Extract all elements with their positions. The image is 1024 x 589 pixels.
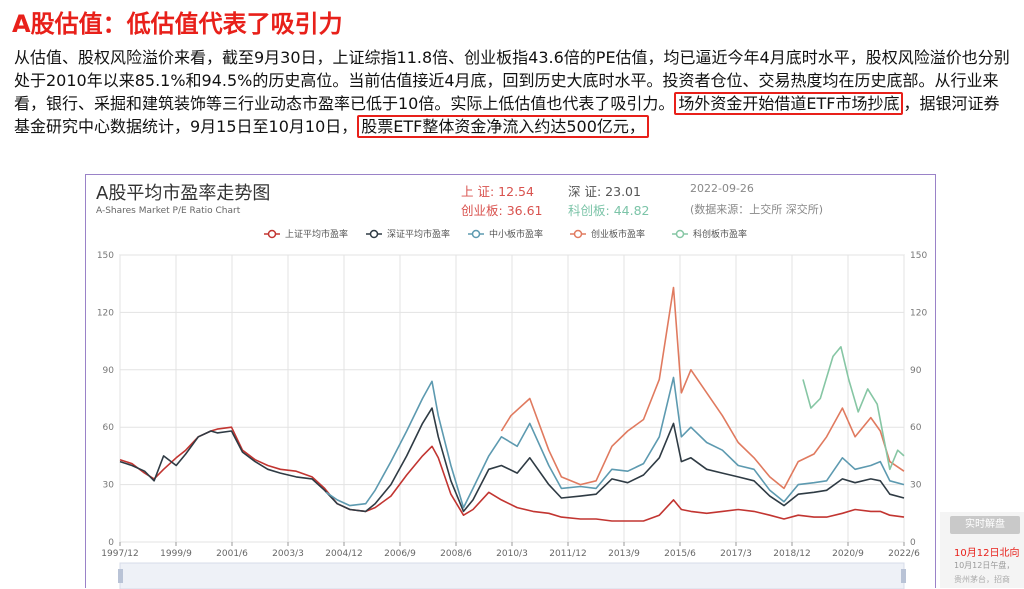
y-tick-label-right: 0 [910, 538, 916, 548]
y-tick-label-right: 150 [910, 251, 927, 261]
x-tick-label: 2004/12 [325, 549, 362, 559]
series-line [119, 407, 905, 513]
y-tick-label-left: 0 [108, 538, 114, 548]
y-tick-label-right: 90 [910, 366, 922, 376]
data-date: 2022-09-26 [690, 182, 754, 195]
pe-chart-panel: A股平均市盈率走势图 A-Shares Market P/E Ratio Cha… [85, 174, 936, 589]
y-tick-label-left: 150 [97, 251, 114, 261]
side-news-snippet: 10月12日午盘， [954, 561, 1015, 570]
x-tick-label: 2011/12 [549, 549, 586, 559]
y-tick-label-left: 120 [97, 308, 114, 318]
slide-title: A股估值：低估值代表了吸引力 [12, 10, 343, 38]
x-tick-label: 2020/9 [832, 549, 864, 559]
range-slider-track [119, 562, 905, 589]
legend-label: 深证平均市盈率 [387, 228, 450, 240]
cyb-pe-value: 36.61 [506, 203, 543, 218]
y-tick-label-left: 30 [103, 481, 115, 491]
pe-line-chart: 0 0 30 30 60 60 90 90 120 120 150 150 1997/12 1999/9 2… [97, 228, 927, 589]
kcb-pe-label: 科创板: [568, 203, 614, 218]
x-tick-label: 2018/12 [773, 549, 810, 559]
legend-marker [675, 229, 685, 239]
sz-pe-label: 深 证: [568, 184, 606, 199]
x-tick-label: 2003/3 [272, 549, 304, 559]
data-source: (数据来源：上交所 深交所) [690, 203, 824, 216]
side-news-panel: 实时解盘 10月12日北向 10月12日午盘， 贵州茅台，招商 [940, 512, 1024, 588]
range-slider-right-handle [901, 569, 906, 583]
highlight-etf-bottom-fishing: 场外资金开始借道ETF市场抄底 [674, 92, 904, 115]
y-tick-label-left: 90 [103, 366, 115, 376]
series-line [802, 346, 905, 471]
legend-label: 创业板市盈率 [591, 228, 645, 240]
sh-pe-label: 上 证: [461, 184, 499, 199]
y-tick-label-left: 60 [103, 423, 115, 433]
x-tick-label: 1997/12 [101, 549, 138, 559]
y-tick-label-right: 120 [910, 308, 927, 318]
live-commentary-button[interactable]: 实时解盘 [950, 516, 1020, 534]
cyb-pe-stat: 创业板: 36.61 [461, 200, 542, 219]
kcb-pe-value: 44.82 [613, 203, 650, 218]
legend-label: 中小板市盈率 [489, 228, 543, 240]
y-tick-label-right: 60 [910, 423, 922, 433]
x-tick-label: 2013/9 [608, 549, 640, 559]
sz-pe-value: 23.01 [605, 184, 641, 199]
chart-title: A股平均市盈率走势图 [96, 183, 271, 204]
y-tick-label-right: 30 [910, 481, 922, 491]
legend-marker [471, 229, 481, 239]
series-line [500, 286, 905, 490]
x-tick-label: 1999/9 [160, 549, 192, 559]
x-tick-label: 2008/6 [440, 549, 472, 559]
x-tick-label: 2001/6 [216, 549, 248, 559]
sz-pe-stat: 深 证: 23.01 [568, 181, 641, 200]
side-news-headline[interactable]: 10月12日北向 [954, 548, 1020, 559]
body-paragraph: 从估值、股权风险溢价来看，截至9月30日，上证综指11.8倍、创业板指43.6倍… [14, 46, 1014, 138]
x-tick-label: 2006/9 [384, 549, 416, 559]
kcb-pe-stat: 科创板: 44.82 [568, 200, 649, 219]
legend-label: 上证平均市盈率 [285, 228, 348, 240]
series-line [119, 426, 905, 522]
x-tick-label: 2010/3 [496, 549, 528, 559]
sh-pe-stat: 上 证: 12.54 [461, 181, 534, 200]
sh-pe-value: 12.54 [498, 184, 534, 199]
cyb-pe-label: 创业板: [461, 203, 507, 218]
chart-subtitle: A-Shares Market P/E Ratio Chart [96, 206, 241, 216]
body-text-b: ，据银河证券基金研究中心数据统计，9月15日至10月10日， [14, 94, 1000, 136]
body-text-a: 从估值、股权风险溢价来看，截至9月30日，上证综指11.8倍、创业板指43.6倍… [14, 48, 1010, 113]
legend-marker [369, 229, 379, 239]
side-news-snippet-2: 贵州茅台，招商 [954, 575, 1010, 584]
legend-marker [573, 229, 583, 239]
x-tick-label: 2015/6 [664, 549, 696, 559]
series-line [325, 376, 905, 509]
highlight-etf-inflow: 股票ETF整体资金净流入约达500亿元， [357, 115, 649, 138]
legend-marker [267, 229, 277, 239]
range-slider-left-handle [118, 569, 123, 583]
x-tick-label: 2017/3 [720, 549, 752, 559]
x-tick-label: 2022/6 [888, 549, 920, 559]
legend-label: 科创板市盈率 [693, 228, 747, 240]
